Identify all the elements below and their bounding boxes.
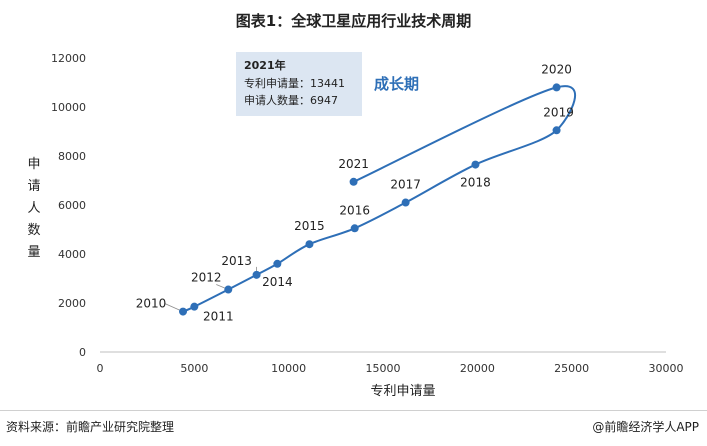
data-point-2011	[190, 302, 199, 311]
data-point-2010	[179, 307, 188, 316]
y-tick-label: 6000	[58, 199, 86, 212]
x-tick-label: 5000	[180, 362, 208, 375]
point-label: 2018	[460, 176, 491, 190]
point-label: 2017	[390, 178, 421, 192]
annotation-title: 2021年	[244, 58, 286, 72]
x-tick-label: 20000	[460, 362, 495, 375]
phase-label: 成长期	[374, 75, 419, 93]
y-axis-title-char: 人	[27, 201, 40, 216]
data-point-2015	[305, 240, 314, 249]
point-label: 2014	[262, 275, 293, 289]
x-tick-label: 10000	[271, 362, 306, 375]
point-label: 2020	[541, 62, 572, 76]
data-point-2018	[471, 160, 480, 169]
chart-title: 图表1：全球卫星应用行业技术周期	[235, 12, 472, 30]
data-point-2012	[224, 285, 233, 294]
point-label: 2019	[543, 105, 574, 119]
data-point-2019	[552, 126, 561, 135]
brand-credit: @前瞻经济学人APP	[592, 420, 699, 434]
y-axis-title-char: 请	[27, 179, 40, 194]
point-label: 2021	[338, 157, 369, 171]
footer-divider	[0, 410, 707, 411]
point-label: 2013	[221, 254, 252, 268]
point-label: 2010	[136, 297, 167, 311]
annotation-line: 专利申请量：13441	[244, 76, 345, 90]
data-point-2017	[401, 198, 410, 207]
data-point-2013	[252, 270, 261, 279]
trend-line	[182, 85, 577, 313]
y-tick-label: 8000	[58, 150, 86, 163]
y-tick-label: 2000	[58, 297, 86, 310]
y-axis-title-char: 数	[27, 223, 40, 238]
point-label: 2015	[294, 219, 325, 233]
data-point-2021	[349, 177, 358, 186]
source-note: 资料来源：前瞻产业研究院整理	[6, 420, 175, 434]
annotation-line: 申请人数量：6947	[244, 94, 338, 107]
x-tick-label: 0	[97, 362, 104, 375]
point-label: 2012	[191, 271, 222, 285]
data-point-2016	[350, 224, 359, 233]
y-tick-label: 10000	[51, 101, 86, 114]
x-tick-label: 15000	[366, 362, 401, 375]
y-tick-label: 12000	[51, 52, 86, 65]
y-tick-label: 4000	[58, 248, 86, 261]
x-tick-label: 30000	[649, 362, 684, 375]
point-label: 2011	[203, 310, 234, 324]
y-axis-title-char: 量	[27, 245, 40, 260]
y-tick-label: 0	[79, 346, 86, 359]
data-point-2014	[273, 259, 282, 268]
data-point-2020	[552, 83, 561, 92]
x-axis-title: 专利申请量	[370, 384, 435, 399]
y-axis-title-char: 申	[27, 157, 40, 172]
point-label: 2016	[339, 203, 370, 217]
x-tick-label: 25000	[554, 362, 589, 375]
annotation-box	[236, 52, 362, 116]
